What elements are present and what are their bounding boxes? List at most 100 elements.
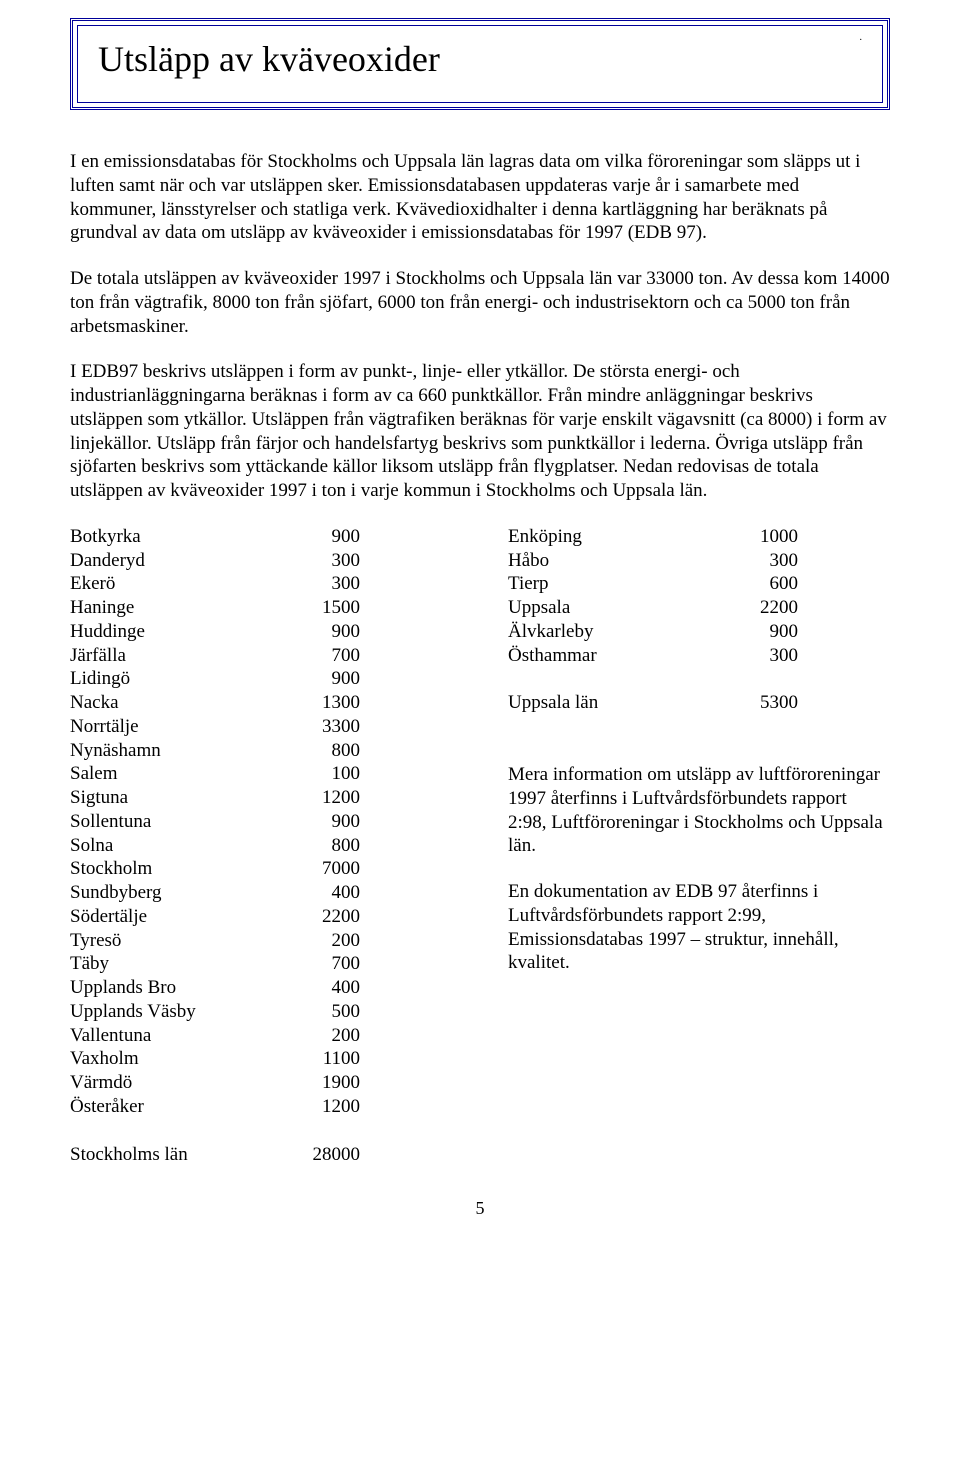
municipality-label: Upplands Bro xyxy=(70,976,270,1000)
table-row: Lidingö900 xyxy=(70,667,452,691)
page-number: 5 xyxy=(70,1198,890,1219)
municipality-value: 300 xyxy=(708,549,798,573)
municipality-value: 900 xyxy=(708,620,798,644)
municipality-value: 300 xyxy=(270,572,360,596)
table-row: Nynäshamn800 xyxy=(70,739,452,763)
municipality-value: 200 xyxy=(270,929,360,953)
municipality-value: 1100 xyxy=(270,1047,360,1071)
municipality-value: 1300 xyxy=(270,691,360,715)
municipality-label: Älvkarleby xyxy=(508,620,708,644)
title-frame: . Utsläpp av kväveoxider xyxy=(70,18,890,110)
left-total-value: 28000 xyxy=(270,1143,360,1167)
municipality-value: 600 xyxy=(708,572,798,596)
info-paragraph-1: Mera information om utsläpp av luftföror… xyxy=(508,763,890,858)
municipality-label: Sigtuna xyxy=(70,786,270,810)
municipality-value: 1000 xyxy=(708,525,798,549)
municipality-label: Håbo xyxy=(508,549,708,573)
spacer xyxy=(508,739,890,763)
municipality-value: 900 xyxy=(270,620,360,644)
municipality-label: Nynäshamn xyxy=(70,739,270,763)
spacer xyxy=(70,1119,452,1143)
table-row: Stockholm7000 xyxy=(70,857,452,881)
municipality-value: 2200 xyxy=(270,905,360,929)
table-row: Nacka1300 xyxy=(70,691,452,715)
table-row: Södertälje2200 xyxy=(70,905,452,929)
municipality-value: 200 xyxy=(270,1024,360,1048)
municipality-value: 1500 xyxy=(270,596,360,620)
data-columns: Botkyrka900Danderyd300Ekerö300Haninge150… xyxy=(70,525,890,1167)
municipality-label: Danderyd xyxy=(70,549,270,573)
header-dot: . xyxy=(860,32,863,43)
left-total-label: Stockholms län xyxy=(70,1143,270,1167)
table-row: Vallentuna200 xyxy=(70,1024,452,1048)
info-paragraph-2: En dokumentation av EDB 97 återfinns i L… xyxy=(508,880,890,975)
paragraph-3: I EDB97 beskrivs utsläppen i form av pun… xyxy=(70,360,890,503)
municipality-value: 900 xyxy=(270,667,360,691)
municipality-value: 800 xyxy=(270,739,360,763)
table-row: Solna800 xyxy=(70,834,452,858)
table-row: Håbo300 xyxy=(508,549,890,573)
municipality-value: 1900 xyxy=(270,1071,360,1095)
municipality-label: Salem xyxy=(70,762,270,786)
table-row: Österåker1200 xyxy=(70,1095,452,1119)
spacer xyxy=(508,667,890,691)
table-row: Upplands Väsby500 xyxy=(70,1000,452,1024)
municipality-label: Järfälla xyxy=(70,644,270,668)
body-text: I en emissionsdatabas för Stockholms och… xyxy=(70,150,890,503)
municipality-label: Österåker xyxy=(70,1095,270,1119)
municipality-label: Östhammar xyxy=(508,644,708,668)
municipality-value: 2200 xyxy=(708,596,798,620)
municipality-value: 300 xyxy=(708,644,798,668)
table-row: Enköping1000 xyxy=(508,525,890,549)
municipality-value: 500 xyxy=(270,1000,360,1024)
municipality-label: Täby xyxy=(70,952,270,976)
municipality-label: Botkyrka xyxy=(70,525,270,549)
municipality-label: Sollentuna xyxy=(70,810,270,834)
table-row: Tierp600 xyxy=(508,572,890,596)
municipality-value: 700 xyxy=(270,952,360,976)
table-row: Sollentuna900 xyxy=(70,810,452,834)
table-row: Sundbyberg400 xyxy=(70,881,452,905)
municipality-label: Stockholm xyxy=(70,857,270,881)
municipality-value: 900 xyxy=(270,525,360,549)
municipality-label: Sundbyberg xyxy=(70,881,270,905)
table-row: Huddinge900 xyxy=(70,620,452,644)
table-row: Botkyrka900 xyxy=(70,525,452,549)
table-row: Älvkarleby900 xyxy=(508,620,890,644)
table-row: Tyresö200 xyxy=(70,929,452,953)
municipality-value: 400 xyxy=(270,976,360,1000)
municipality-label: Lidingö xyxy=(70,667,270,691)
municipality-value: 700 xyxy=(270,644,360,668)
municipality-label: Nacka xyxy=(70,691,270,715)
municipality-value: 100 xyxy=(270,762,360,786)
municipality-value: 1200 xyxy=(270,1095,360,1119)
municipality-value: 400 xyxy=(270,881,360,905)
table-row: Norrtälje3300 xyxy=(70,715,452,739)
right-total-value: 5300 xyxy=(708,691,798,715)
municipality-label: Södertälje xyxy=(70,905,270,929)
table-row: Upplands Bro400 xyxy=(70,976,452,1000)
table-row: Östhammar300 xyxy=(508,644,890,668)
municipality-value: 300 xyxy=(270,549,360,573)
table-row: Sigtuna1200 xyxy=(70,786,452,810)
paragraph-2: De totala utsläppen av kväveoxider 1997 … xyxy=(70,267,890,338)
table-row: Haninge1500 xyxy=(70,596,452,620)
municipality-value: 7000 xyxy=(270,857,360,881)
table-row: Vaxholm1100 xyxy=(70,1047,452,1071)
municipality-label: Haninge xyxy=(70,596,270,620)
municipality-label: Norrtälje xyxy=(70,715,270,739)
municipality-label: Värmdö xyxy=(70,1071,270,1095)
municipality-label: Upplands Väsby xyxy=(70,1000,270,1024)
municipality-label: Tyresö xyxy=(70,929,270,953)
right-column: Enköping1000Håbo300Tierp600Uppsala2200Äl… xyxy=(508,525,890,1167)
municipality-label: Vallentuna xyxy=(70,1024,270,1048)
right-total-label: Uppsala län xyxy=(508,691,708,715)
municipality-label: Uppsala xyxy=(508,596,708,620)
municipality-label: Enköping xyxy=(508,525,708,549)
table-row: Ekerö300 xyxy=(70,572,452,596)
municipality-value: 1200 xyxy=(270,786,360,810)
municipality-value: 3300 xyxy=(270,715,360,739)
table-row: Täby700 xyxy=(70,952,452,976)
table-row: Värmdö1900 xyxy=(70,1071,452,1095)
municipality-value: 900 xyxy=(270,810,360,834)
